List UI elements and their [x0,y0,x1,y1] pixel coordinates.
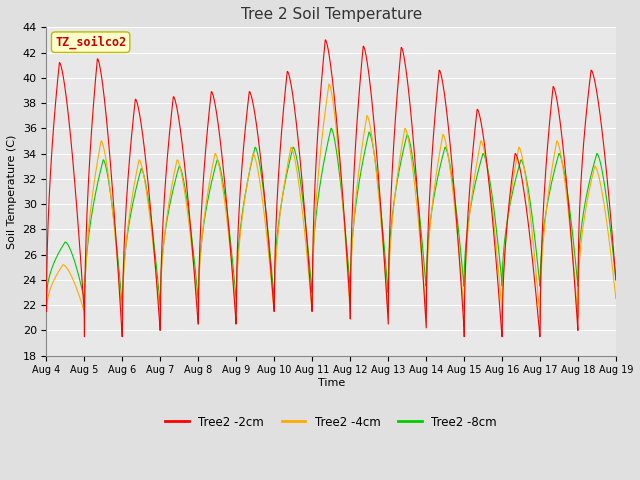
Text: TZ_soilco2: TZ_soilco2 [55,36,126,49]
Title: Tree 2 Soil Temperature: Tree 2 Soil Temperature [241,7,422,22]
Y-axis label: Soil Temperature (C): Soil Temperature (C) [7,134,17,249]
X-axis label: Time: Time [317,378,345,388]
Legend: Tree2 -2cm, Tree2 -4cm, Tree2 -8cm: Tree2 -2cm, Tree2 -4cm, Tree2 -8cm [161,411,502,433]
